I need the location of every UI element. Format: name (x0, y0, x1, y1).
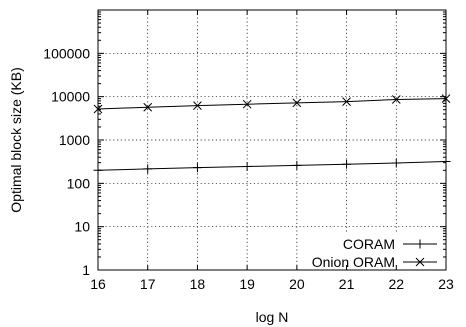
x-tick-label: 23 (438, 276, 454, 292)
y-tick-label: 10 (74, 219, 90, 235)
x-tick-label: 22 (388, 276, 404, 292)
series-coram (93, 156, 451, 175)
x-tick-label: 18 (190, 276, 206, 292)
x-axis-label: log N (256, 309, 289, 325)
legend-swatch-marker (415, 257, 425, 267)
series-onion-oram (93, 94, 451, 114)
x-tick-label: 20 (289, 276, 305, 292)
grid-lines (98, 10, 446, 270)
data-point (342, 159, 352, 169)
data-point (143, 164, 153, 174)
series-line (97, 160, 447, 171)
data-point (143, 102, 153, 112)
y-tick-label: 100000 (43, 45, 90, 61)
axis-ticks: 16 17 18 19 20 21 22 23 1 10 100 1000 10000 100000 (43, 10, 454, 292)
x-tick-label: 19 (239, 276, 255, 292)
y-tick-label: 100 (67, 175, 91, 191)
data-point (391, 95, 401, 104)
y-axis-label: Optimal block size (KB) (8, 67, 24, 212)
data-point (342, 97, 351, 106)
legend: CORAM Onion ORAM (300, 232, 445, 270)
data-point (193, 101, 202, 111)
y-tick-label: 1000 (59, 132, 90, 148)
series-layer (93, 94, 451, 175)
data-point (242, 99, 252, 109)
y-tick-label: 10000 (51, 89, 90, 105)
data-point (391, 158, 401, 168)
x-tick-label: 17 (140, 276, 156, 292)
data-point (192, 163, 202, 173)
data-point (242, 161, 252, 171)
y-tick-label: 1 (82, 262, 90, 278)
legend-label: CORAM (343, 236, 395, 252)
legend-label: Onion ORAM (312, 254, 395, 270)
legend-swatch-marker (415, 239, 425, 249)
x-tick-label: 16 (90, 276, 106, 292)
data-point (292, 98, 302, 108)
plot-frame (97, 9, 447, 271)
data-point (292, 160, 302, 170)
x-tick-label: 21 (339, 276, 355, 292)
series-line (97, 98, 447, 110)
